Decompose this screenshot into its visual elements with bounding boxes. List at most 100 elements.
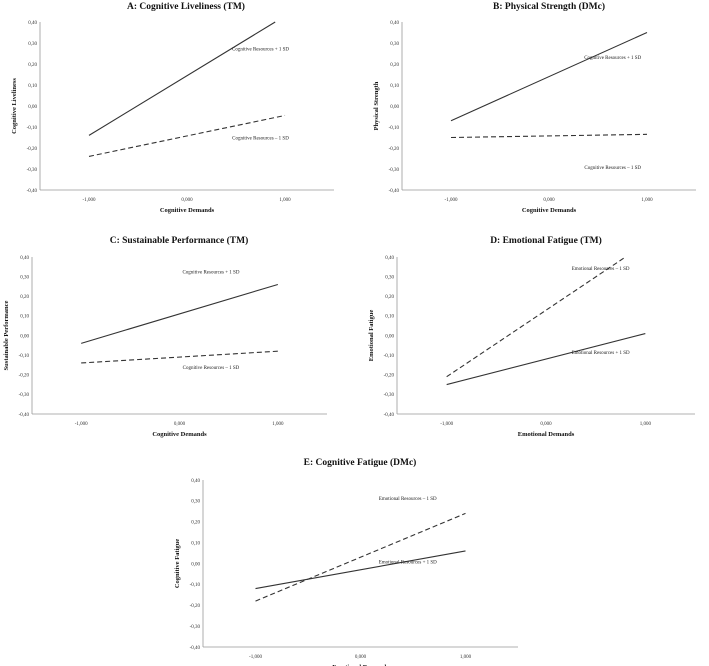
y-axis-title: Cognitive Liveliness bbox=[11, 78, 18, 134]
y-tick-label: 0,00 bbox=[385, 334, 394, 339]
x-tick-label: 1,000 bbox=[641, 198, 653, 203]
series-annotation: Cognitive Resources – 1 SD bbox=[183, 366, 240, 371]
y-tick-label: -0,10 bbox=[190, 583, 201, 588]
y-tick-label: 0,40 bbox=[385, 256, 394, 261]
y-tick-label: 0,40 bbox=[191, 479, 200, 484]
series-annotation: Emotional Resources – 1 SD bbox=[572, 267, 630, 272]
x-tick-label: 0,000 bbox=[543, 198, 555, 203]
y-tick-label: 0,30 bbox=[20, 275, 29, 280]
y-tick-label: -0,30 bbox=[27, 168, 38, 173]
y-tick-label: -0,40 bbox=[19, 413, 30, 418]
y-tick-label: -0,40 bbox=[389, 189, 400, 194]
x-axis-title: Cognitive Demands bbox=[152, 431, 207, 438]
series-annotation: Cognitive Resources + 1 SD bbox=[232, 47, 289, 52]
y-tick-label: 0,10 bbox=[28, 84, 37, 89]
y-tick-label: -0,40 bbox=[384, 413, 395, 418]
series-line-dashed bbox=[81, 350, 278, 364]
y-axis-title: Sustainable Performance bbox=[3, 300, 10, 370]
chart-panel-e: E: Cognitive Fatigue (DMc) 0,40 0,30 0,20 0,… bbox=[174, 457, 518, 666]
chart-title: A: Cognitive Liveliness (TM) bbox=[127, 1, 245, 12]
series-line-solid bbox=[255, 550, 466, 590]
y-tick-label: 0,20 bbox=[28, 63, 37, 68]
series-line-dashed bbox=[88, 114, 286, 157]
y-tick-label: 0,20 bbox=[390, 63, 399, 68]
series-line-dashed bbox=[255, 512, 466, 602]
y-tick-label: -0,30 bbox=[384, 393, 395, 398]
series-line-solid bbox=[88, 21, 276, 136]
y-tick-label: 0,20 bbox=[20, 295, 29, 300]
y-tick-label: 0,00 bbox=[28, 105, 37, 110]
y-tick-label: -0,30 bbox=[19, 393, 30, 398]
y-tick-label: -0,20 bbox=[389, 147, 400, 152]
y-tick-label: 0,00 bbox=[191, 562, 200, 567]
y-tick-label: -0,20 bbox=[384, 374, 395, 379]
series-annotation: Cognitive Resources – 1 SD bbox=[584, 166, 641, 171]
x-tick-label: -1,000 bbox=[445, 198, 458, 203]
x-tick-label: 1,000 bbox=[272, 422, 284, 427]
x-axis-title: Cognitive Demands bbox=[160, 207, 215, 214]
x-tick-label: -1,000 bbox=[249, 655, 262, 660]
y-tick-label: 0,30 bbox=[28, 42, 37, 47]
series-annotation: Emotional Resources – 1 SD bbox=[379, 497, 437, 502]
chart-panel-d: D: Emotional Fatigue (TM) 0,40 0,30 0,20 0,1… bbox=[368, 235, 695, 438]
x-tick-label: -1,000 bbox=[83, 198, 96, 203]
chart-title: C: Sustainable Performance (TM) bbox=[110, 235, 249, 246]
y-tick-label: 0,30 bbox=[385, 275, 394, 280]
x-tick-label: 0,000 bbox=[540, 422, 552, 427]
y-tick-label: 0,20 bbox=[385, 295, 394, 300]
y-tick-label: -0,20 bbox=[27, 147, 38, 152]
y-axis-title: Cognitive Fatigue bbox=[174, 539, 181, 588]
chart-title: B: Physical Strength (DMc) bbox=[493, 1, 605, 12]
chart-panel-c: C: Sustainable Performance (TM) 0,40 0,30 0… bbox=[3, 235, 327, 438]
x-tick-label: -1,000 bbox=[440, 422, 453, 427]
chart-title: D: Emotional Fatigue (TM) bbox=[490, 235, 602, 246]
y-tick-label: 0,10 bbox=[20, 315, 29, 320]
series-line-solid bbox=[81, 283, 278, 344]
y-tick-label: -0,20 bbox=[190, 604, 201, 609]
y-tick-label: 0,40 bbox=[390, 21, 399, 26]
y-tick-label: -0,10 bbox=[389, 126, 400, 131]
x-tick-label: 1,000 bbox=[460, 655, 472, 660]
y-tick-label: -0,10 bbox=[27, 126, 38, 131]
y-tick-label: -0,40 bbox=[190, 646, 201, 651]
x-axis-title: Emotional Demands bbox=[518, 431, 575, 438]
y-tick-label: -0,30 bbox=[389, 168, 400, 173]
y-tick-label: 0,00 bbox=[390, 105, 399, 110]
y-tick-label: -0,20 bbox=[19, 374, 30, 379]
y-tick-label: -0,40 bbox=[27, 189, 38, 194]
series-annotation: Cognitive Resources + 1 SD bbox=[182, 271, 239, 276]
y-tick-label: 0,10 bbox=[390, 84, 399, 89]
series-annotation: Cognitive Resources – 1 SD bbox=[232, 137, 289, 142]
y-axis-title: Emotional Fatigue bbox=[368, 310, 375, 362]
x-axis-title: Cognitive Demands bbox=[522, 207, 577, 214]
chart-panel-b: B: Physical Strength (DMc) 0,40 0,30 0,20 0,… bbox=[373, 1, 696, 214]
series-line-dashed bbox=[450, 133, 648, 139]
series-annotation: Emotional Resources + 1 SD bbox=[572, 351, 630, 356]
y-tick-label: -0,10 bbox=[384, 354, 395, 359]
y-tick-label: -0,30 bbox=[190, 625, 201, 630]
y-tick-label: 0,40 bbox=[20, 256, 29, 261]
y-tick-label: -0,10 bbox=[19, 354, 30, 359]
y-tick-label: 0,30 bbox=[390, 42, 399, 47]
y-axis-title: Physical Strength bbox=[373, 81, 380, 130]
series-annotation: Emotional Resources + 1 SD bbox=[379, 561, 437, 566]
series-line-dashed bbox=[446, 256, 626, 378]
series-annotation: Cognitive Resources + 1 SD bbox=[584, 56, 641, 61]
series-line-solid bbox=[450, 31, 648, 122]
y-tick-label: 0,30 bbox=[191, 500, 200, 505]
y-tick-label: 0,20 bbox=[191, 521, 200, 526]
x-tick-label: 0,000 bbox=[174, 422, 186, 427]
y-tick-label: 0,00 bbox=[20, 334, 29, 339]
x-tick-label: -1,000 bbox=[75, 422, 88, 427]
x-axis-title: Emotional Demands bbox=[332, 664, 389, 666]
chart-title: E: Cognitive Fatigue (DMc) bbox=[304, 457, 417, 468]
x-tick-label: 1,000 bbox=[640, 422, 652, 427]
y-tick-label: 0,40 bbox=[28, 21, 37, 26]
x-tick-label: 0,000 bbox=[355, 655, 367, 660]
y-tick-label: 0,10 bbox=[191, 541, 200, 546]
chart-panel-a: A: Cognitive Liveliness (TM) 0,40 0,30 0,20… bbox=[11, 1, 334, 214]
x-tick-label: 1,000 bbox=[279, 198, 291, 203]
y-tick-label: 0,10 bbox=[385, 315, 394, 320]
series-line-solid bbox=[446, 333, 646, 386]
